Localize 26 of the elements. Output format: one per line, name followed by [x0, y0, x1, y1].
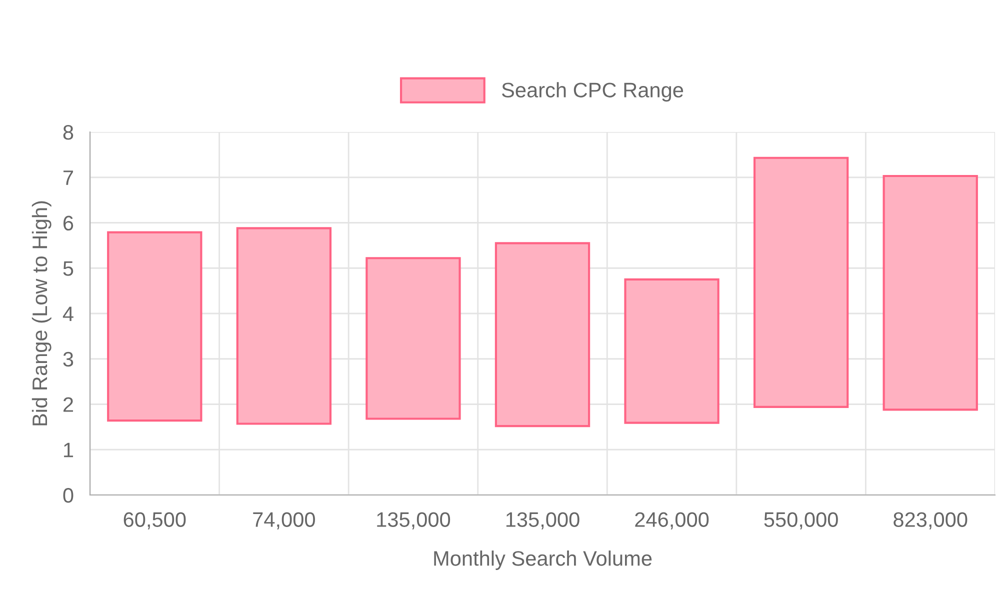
y-tick-label: 8	[63, 125, 74, 140]
y-tick-label: 2	[63, 397, 73, 412]
y-tick-label: 1	[64, 442, 74, 458]
legend-label: Search CPC Range	[502, 82, 684, 102]
y-axis-title: Bid Range (Low to High)	[32, 201, 52, 426]
x-tick-label: 246,000	[635, 512, 709, 530]
y-tick-label: 7	[64, 170, 73, 185]
x-tick-label: 135,000	[377, 512, 450, 530]
y-tick-label: 5	[63, 261, 74, 276]
x-tick-label: 74,000	[253, 512, 315, 530]
y-tick-label: 0	[63, 488, 74, 503]
x-tick-label: 550,000	[764, 512, 838, 530]
x-axis-title: Monthly Search Volume	[434, 550, 652, 570]
x-tick-label: 135,000	[506, 512, 580, 530]
y-tick-label: 3	[63, 352, 74, 367]
y-tick-label: 4	[62, 306, 74, 322]
y-tick-label: 6	[64, 216, 74, 231]
bar	[236, 227, 332, 425]
bar	[753, 156, 849, 408]
bar	[882, 174, 978, 411]
x-tick-label: 60,500	[124, 512, 186, 530]
bar	[366, 257, 461, 420]
x-tick-label: 823,000	[894, 512, 968, 530]
bar	[494, 242, 590, 428]
bar	[107, 231, 202, 422]
bar	[624, 278, 720, 424]
